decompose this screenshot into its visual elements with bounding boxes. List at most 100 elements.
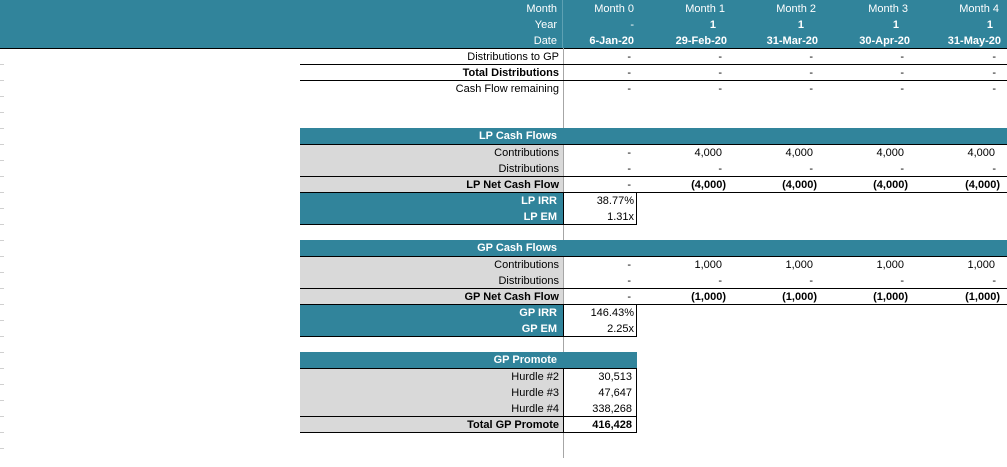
promote-label-hurdle3: Hurdle #3 — [511, 387, 559, 399]
cell-m1: - — [718, 51, 722, 63]
lp-metrics-box — [563, 192, 637, 225]
gp-contrib-m2: 1,000 — [785, 259, 813, 271]
year-label: 1 — [797, 19, 804, 31]
row-border — [300, 64, 1007, 65]
gp-em-value: 2.25x — [607, 323, 634, 335]
promote-value-hurdle3: 47,647 — [598, 387, 632, 399]
promote-total-value: 416,428 — [592, 419, 632, 431]
month-label: Month 2 — [776, 3, 816, 15]
gp-dist-m2: - — [809, 275, 813, 287]
cell-m3: - — [900, 67, 904, 79]
cell-m3: - — [900, 51, 904, 63]
gp-dist-m1: - — [718, 275, 722, 287]
row-label: Cash Flow remaining — [455, 83, 559, 95]
cell-m0: - — [627, 51, 631, 63]
lp-net-m2: (4,000) — [782, 179, 817, 191]
cell-m3: - — [900, 83, 904, 95]
gp-net-m1: (1,000) — [691, 291, 726, 303]
lp-row-label-distributions: Distributions — [498, 163, 559, 175]
gp-contrib-m1: 1,000 — [694, 259, 722, 271]
cell-m4: - — [992, 83, 996, 95]
month-label: Month 0 — [594, 3, 634, 15]
promote-value-hurdle2: 30,513 — [598, 371, 632, 383]
cell-m1: - — [718, 83, 722, 95]
cell-m2: - — [809, 67, 813, 79]
row-border — [300, 304, 1007, 305]
gp-contrib-m4: 1,000 — [967, 259, 995, 271]
lp-dist-m2: - — [809, 163, 813, 175]
lp-dist-m0: - — [627, 163, 631, 175]
row-label: Total Distributions — [462, 67, 559, 79]
lp-em-label: LP EM — [523, 211, 557, 223]
gp-em-label: GP EM — [521, 323, 557, 335]
gp-contrib-m0: - — [627, 259, 631, 271]
lp-contrib-m1: 4,000 — [694, 147, 722, 159]
header-label-date: Date — [533, 35, 557, 47]
cell-m2: - — [809, 51, 813, 63]
promote-label-hurdle4: Hurdle #4 — [511, 403, 559, 415]
gp-metrics-box — [563, 304, 637, 337]
lp-metrics-band — [300, 193, 563, 224]
lp-net-m1: (4,000) — [691, 179, 726, 191]
gp-irr-value: 146.43% — [590, 307, 634, 319]
gp-label-fill — [300, 257, 563, 304]
gp-dist-m4: - — [992, 275, 996, 287]
year-label: 1 — [709, 19, 716, 31]
date-label: 6-Jan-20 — [589, 35, 634, 47]
lp-irr-value: 38.77% — [596, 195, 634, 207]
cell-m4: - — [992, 51, 996, 63]
gp-title-border — [300, 256, 1007, 257]
promote-title-border — [300, 368, 637, 369]
header-label-year: Year — [534, 19, 557, 31]
gp-net-m4: (1,000) — [965, 291, 1000, 303]
promote-label-fill — [300, 369, 563, 432]
gp-title-band — [300, 240, 1007, 256]
lp-net-m3: (4,000) — [873, 179, 908, 191]
lp-dist-m1: - — [718, 163, 722, 175]
row-border — [300, 176, 1007, 177]
row-border — [300, 432, 637, 433]
lp-dist-m3: - — [900, 163, 904, 175]
lp-row-label-contributions: Contributions — [494, 147, 559, 159]
gp-row-label-contributions: Contributions — [494, 259, 559, 271]
lp-contrib-m3: 4,000 — [876, 147, 904, 159]
lp-contrib-m0: - — [627, 147, 631, 159]
lp-net-m4: (4,000) — [965, 179, 1000, 191]
cell-m2: - — [809, 83, 813, 95]
year-label: - — [630, 19, 634, 31]
gp-row-label-distributions: Distributions — [498, 275, 559, 287]
month-label: Month 1 — [685, 3, 725, 15]
row-border — [300, 192, 1007, 193]
lp-label-fill — [300, 145, 563, 192]
header-divider — [562, 0, 563, 48]
row-border — [300, 288, 1007, 289]
row-label: Distributions to GP — [467, 51, 559, 63]
date-label: 30-Apr-20 — [859, 35, 910, 47]
year-label: 1 — [892, 19, 899, 31]
row-border — [300, 80, 1007, 81]
cell-m0: - — [627, 83, 631, 95]
header-band — [0, 0, 1007, 48]
gp-section-title: GP Cash Flows — [477, 242, 557, 254]
lp-net-m0: - — [627, 179, 631, 191]
row-border — [300, 224, 563, 225]
lp-contrib-m2: 4,000 — [785, 147, 813, 159]
lp-irr-label: LP IRR — [521, 195, 557, 207]
gp-contrib-m3: 1,000 — [876, 259, 904, 271]
lp-em-value: 1.31x — [607, 211, 634, 223]
promote-label-hurdle2: Hurdle #2 — [511, 371, 559, 383]
promote-value-hurdle4: 338,268 — [592, 403, 632, 415]
promote-section-title: GP Promote — [493, 354, 557, 366]
date-label: 31-May-20 — [947, 35, 1001, 47]
header-bottom-border — [0, 48, 1007, 49]
date-label: 31-Mar-20 — [766, 35, 818, 47]
gp-net-m0: - — [627, 291, 631, 303]
lp-contrib-m4: 4,000 — [967, 147, 995, 159]
cell-m0: - — [627, 67, 631, 79]
promote-title-band — [300, 352, 637, 368]
lp-dist-m4: - — [992, 163, 996, 175]
promote-total-label: Total GP Promote — [467, 419, 559, 431]
gp-irr-label: GP IRR — [519, 307, 557, 319]
lp-section-title: LP Cash Flows — [478, 130, 557, 142]
lp-row-label-net: LP Net Cash Flow — [466, 179, 559, 191]
